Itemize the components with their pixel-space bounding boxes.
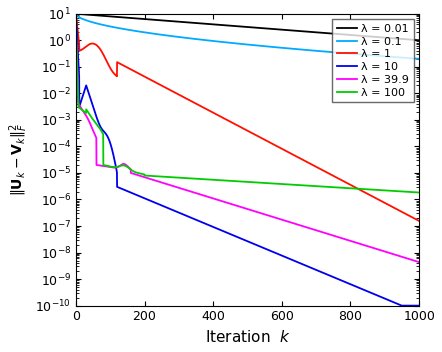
λ = 0.1 [73,12,79,16]
λ = 100 [416,190,422,195]
Line: λ = 0.01: λ = 0.01 [76,14,419,40]
λ = 100 [91,118,96,122]
λ = 100 [406,190,412,194]
λ = 0.1 [240,42,245,46]
Line: λ = 10: λ = 10 [76,14,419,306]
λ = 100 [231,179,236,183]
λ = 39.9 [406,257,412,261]
λ = 10 [407,303,412,308]
Line: λ = 39.9: λ = 39.9 [76,27,419,262]
λ = 10 [91,106,96,110]
λ = 0.01 [231,24,236,28]
λ = 39.9 [407,257,412,261]
λ = 1 [407,214,412,218]
λ = 10 [343,280,349,284]
λ = 39.9 [91,129,96,133]
Legend: λ = 0.01, λ = 0.1, λ = 1, λ = 10, λ = 39.9, λ = 100: λ = 0.01, λ = 0.1, λ = 1, λ = 10, λ = 39… [332,19,414,102]
λ = 0.1 [406,56,412,60]
λ = 1 [240,126,245,130]
λ = 10 [240,237,245,241]
Line: λ = 1: λ = 1 [76,14,419,221]
λ = 0.01 [240,25,245,29]
λ = 100 [73,25,79,30]
λ = 39.9 [416,260,422,264]
λ = 39.9 [231,203,236,207]
λ = 10 [416,303,422,308]
λ = 100 [240,180,245,184]
λ = 10 [407,303,412,308]
λ = 10 [399,303,404,308]
λ = 0.01 [73,12,79,16]
X-axis label: Iteration  $k$: Iteration $k$ [205,329,290,345]
λ = 0.01 [407,37,412,42]
λ = 1 [231,121,236,126]
λ = 1 [91,42,96,46]
λ = 10 [231,233,236,238]
Line: λ = 100: λ = 100 [76,27,419,193]
λ = 0.01 [416,38,422,42]
Line: λ = 0.1: λ = 0.1 [76,14,419,59]
λ = 39.9 [73,25,79,30]
λ = 1 [73,12,79,16]
λ = 39.9 [343,238,349,242]
λ = 1 [343,181,349,185]
Y-axis label: $\|\mathbf{U}_k - \mathbf{V}_k\|_F^2$: $\|\mathbf{U}_k - \mathbf{V}_k\|_F^2$ [7,123,30,196]
λ = 100 [343,186,349,190]
λ = 1 [406,214,412,218]
λ = 0.1 [416,57,422,61]
λ = 10 [73,12,79,16]
λ = 100 [407,190,412,194]
λ = 0.1 [343,51,349,55]
λ = 0.01 [91,13,96,17]
λ = 0.01 [343,32,349,37]
λ = 0.1 [91,20,96,25]
λ = 0.1 [231,41,236,45]
λ = 39.9 [240,206,245,210]
λ = 0.1 [407,56,412,60]
λ = 0.01 [406,37,412,42]
λ = 1 [416,219,422,223]
